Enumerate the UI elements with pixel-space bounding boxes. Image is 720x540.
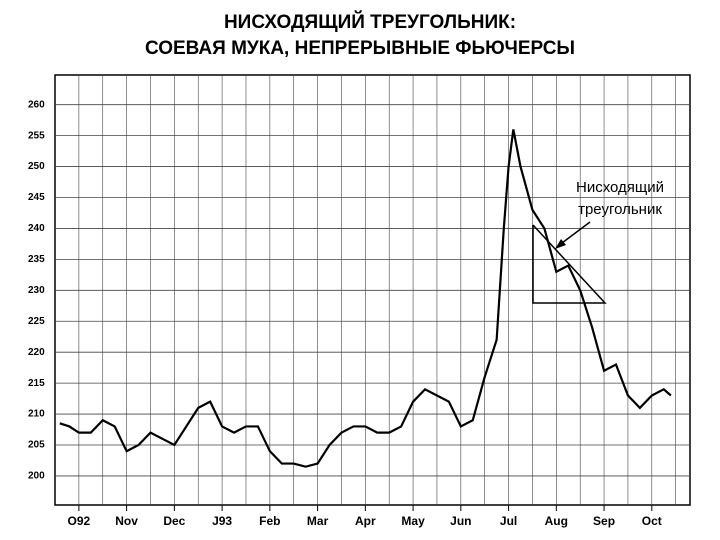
price-line [59,129,672,468]
x-tick-label: Sep [593,514,615,528]
x-tick-label: May [401,514,425,528]
y-tick-label: 200 [28,471,45,482]
x-tick-label: Apr [355,514,376,528]
chart-title: НИСХОДЯЩИЙ ТРЕУГОЛЬНИК: [224,11,516,33]
y-tick-label: 250 [28,161,45,172]
x-tick-label: Jun [450,514,471,528]
y-tick-label: 235 [28,254,45,265]
triangle-pattern [532,224,607,304]
x-tick-label: J93 [212,514,232,528]
y-tick-label: 245 [28,192,45,203]
y-tick-label: 215 [28,378,45,389]
chart-subtitle: СОЕВАЯ МУКА, НЕПРЕРЫВНЫЕ ФЬЮЧЕРСЫ [145,38,575,59]
arrow-head [555,239,566,249]
y-tick-label: 230 [28,285,45,296]
x-tick-label: Dec [163,514,185,528]
x-tick-label: Feb [259,514,280,528]
y-tick-label: 240 [28,223,45,234]
x-tick-label: Jul [500,514,517,528]
y-tick-label: 255 [28,130,45,141]
x-tick-label: Mar [307,514,329,528]
y-tick-label: 210 [28,409,45,420]
x-tick-label: Aug [545,514,568,528]
y-tick-label: 260 [28,99,45,110]
x-tick-label: O92 [68,514,91,528]
y-tick-label: 225 [28,316,45,327]
x-tick-label: Oct [642,514,662,528]
annotation: треугольник [578,201,662,218]
y-tick-label: 220 [28,347,45,358]
x-tick-label: Nov [115,514,138,528]
annotation: Нисходящий [576,179,664,196]
y-tick-label: 205 [28,440,45,451]
